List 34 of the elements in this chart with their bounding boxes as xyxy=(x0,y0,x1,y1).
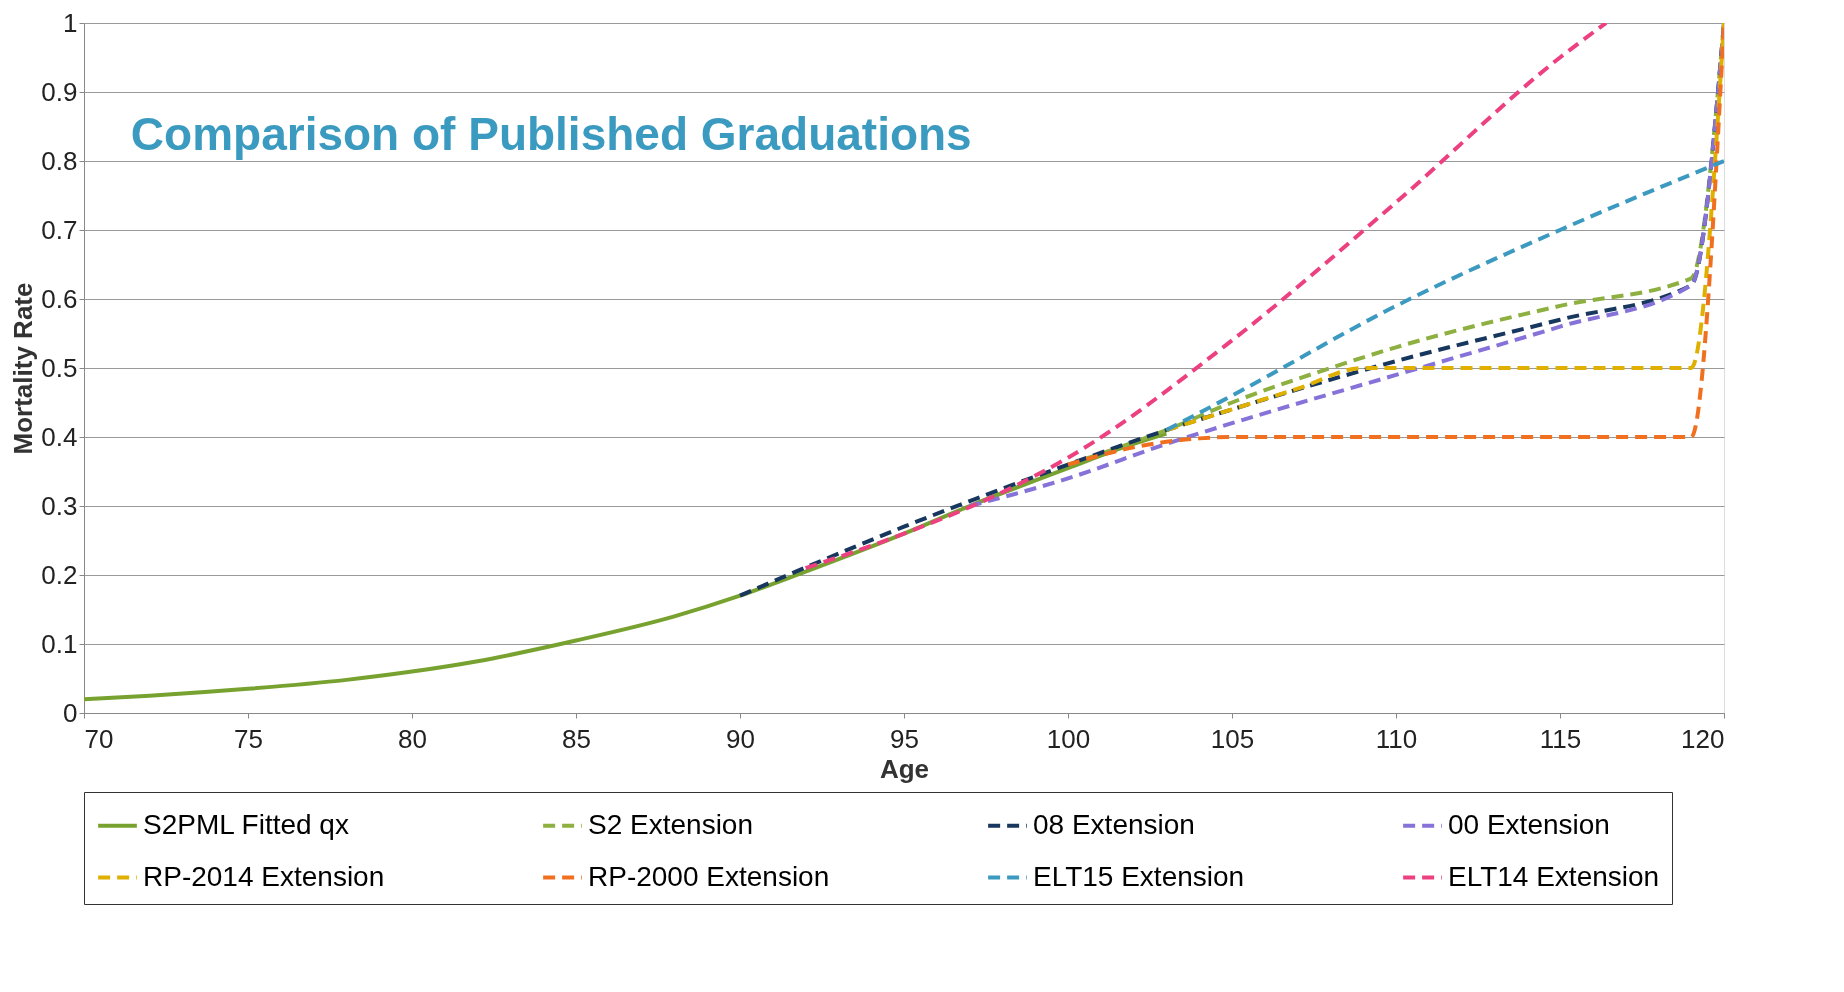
y-tick-label: 0 xyxy=(63,697,78,728)
x-tick-label: 115 xyxy=(1539,723,1582,754)
x-tick-label: 95 xyxy=(890,723,919,754)
x-tick-label: 110 xyxy=(1375,723,1418,754)
y-tick-label: 0.7 xyxy=(41,214,78,245)
text: Comparison of Published Graduations xyxy=(130,108,972,160)
x-tick-label: 105 xyxy=(1210,723,1255,754)
y-tick-label: 0.6 xyxy=(41,283,78,314)
legend-label: S2PML Fitted qx xyxy=(143,808,349,840)
legend-label: RP-2014 Extension xyxy=(143,860,385,892)
x-tick-label: 75 xyxy=(234,723,263,754)
y-tick-label: 1 xyxy=(63,7,78,38)
legend-label: 08 Extension xyxy=(1033,808,1195,840)
y-tick-label: 0.2 xyxy=(41,559,78,590)
x-tick-label: 120 xyxy=(1681,723,1725,754)
legend-label: S2 Extension xyxy=(588,808,753,840)
x-tick-label: 70 xyxy=(84,723,114,754)
y-tick-label: 0.3 xyxy=(41,490,78,521)
legend-label: ELT14 Extension xyxy=(1448,860,1660,892)
x-tick-label: 80 xyxy=(398,723,427,754)
legend-label: RP-2000 Extension xyxy=(588,860,830,892)
x-tick-label: 100 xyxy=(1046,723,1091,754)
y-tick-label: 0.1 xyxy=(41,628,78,659)
legend-label: ELT15 Extension xyxy=(1033,860,1245,892)
y-tick-label: 0.5 xyxy=(41,352,78,383)
y-tick-label: 0.8 xyxy=(41,145,78,176)
y-tick-label: 0.9 xyxy=(41,76,78,107)
y-tick-label: 0.4 xyxy=(41,421,78,452)
line-series xyxy=(1164,159,1724,433)
y-axis-title: Mortality Rate xyxy=(8,282,39,455)
legend-label: 00 Extension xyxy=(1448,808,1610,840)
x-axis-title: Age xyxy=(879,753,930,784)
x-tick-label: 85 xyxy=(562,723,591,754)
x-tick-label: 90 xyxy=(726,723,755,754)
